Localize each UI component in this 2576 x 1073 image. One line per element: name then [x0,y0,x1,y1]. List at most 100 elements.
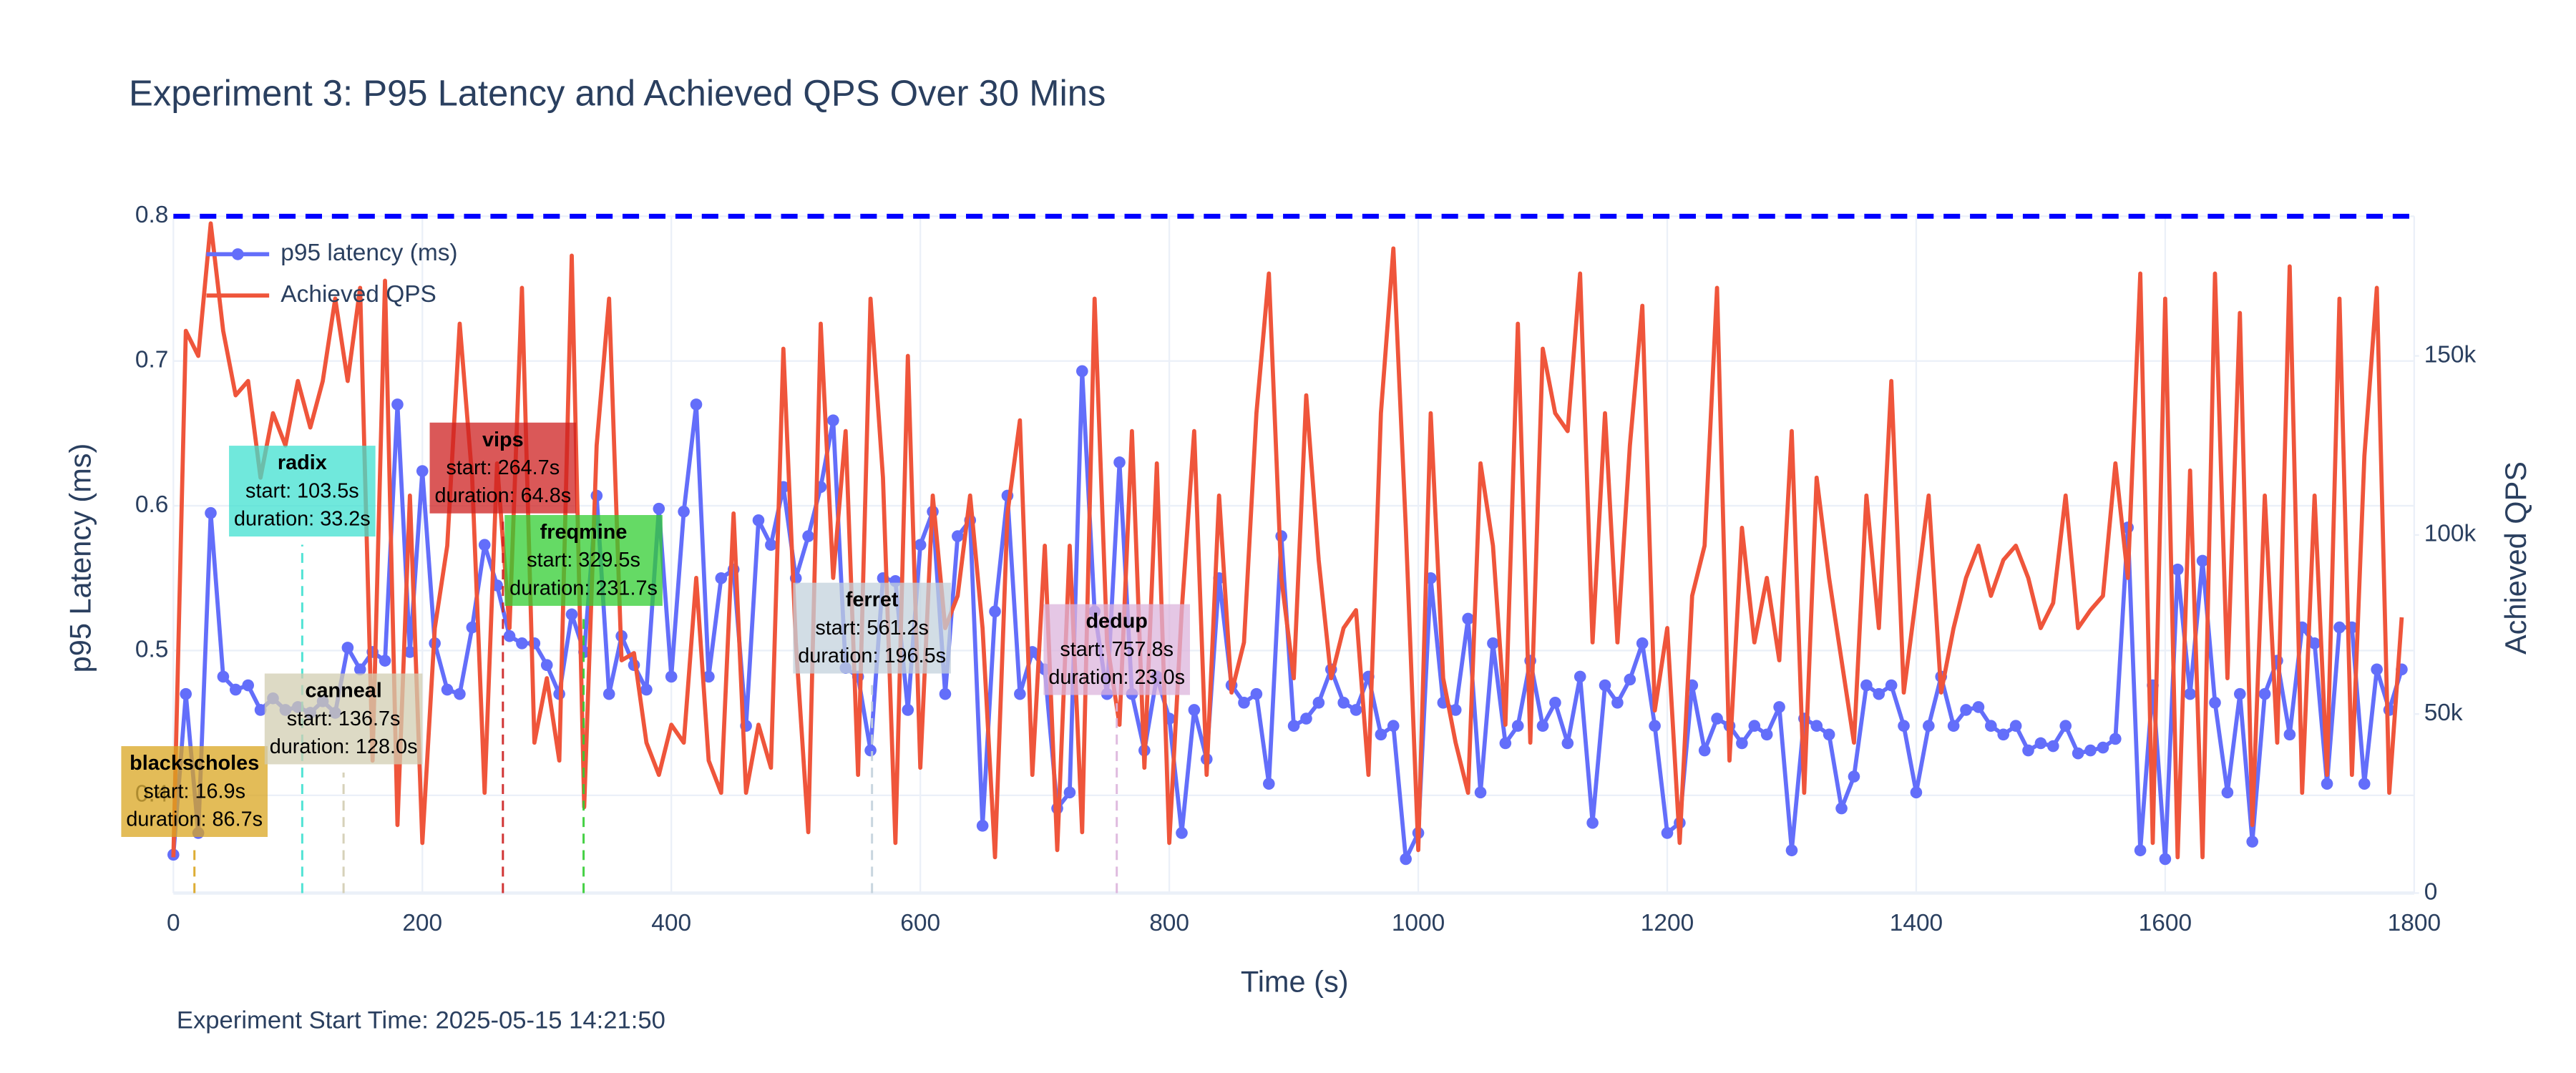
series-marker [2134,844,2147,857]
series-marker [2097,741,2109,754]
series-marker [1337,697,1350,709]
x-tick-label: 1400 [1890,910,1943,936]
series-marker [217,670,230,683]
series-marker [2358,778,2371,790]
x-axis-title: Time (s) [1241,964,1349,998]
series-marker [2233,687,2246,700]
series-marker [379,655,391,667]
annotation-box [1043,604,1190,695]
series-marker [1250,687,1263,700]
series-marker [864,744,877,757]
series-marker [902,704,914,716]
series-marker [1848,770,1860,783]
series-marker [2022,744,2034,757]
series-marker [242,679,254,692]
annotation-box [264,673,423,765]
series-marker [665,670,678,683]
annotation-name: radix [278,451,327,474]
series-marker [1499,737,1512,750]
series-marker [2047,740,2059,753]
annotation-duration: duration: 196.5s [798,645,946,667]
series-marker [703,670,715,683]
series-marker [1561,737,1574,750]
series-marker [1063,786,1076,799]
series-marker [2171,563,2184,576]
x-tick-label: 800 [1149,910,1189,936]
series-marker [1835,802,1848,815]
series-marker [2209,697,2221,709]
series-marker [2221,786,2234,799]
series-marker [1387,720,1400,733]
annotation-start: start: 329.5s [527,549,640,572]
series-marker [391,398,404,411]
series-marker [690,398,703,411]
series-marker [752,514,765,526]
series-marker [1449,704,1462,716]
x-tick-label: 1600 [2139,910,2192,936]
y2-tick-label: 150k [2424,341,2477,368]
series-marker [1462,612,1474,625]
series-marker [1238,697,1250,709]
series-marker [939,687,952,700]
legend-label: p95 latency (ms) [280,240,457,266]
series-marker [1076,365,1088,378]
series-marker [516,637,528,650]
annotation-start: start: 103.5s [245,479,359,502]
series-marker [1113,456,1126,469]
x-tick-label: 200 [402,910,442,936]
series-marker [952,530,964,542]
annotation-start: start: 757.8s [1060,638,1174,661]
annotations: blackscholes start: 16.9s duration: 86.7s r… [121,422,1190,893]
annotation-name: blackscholes [130,752,259,775]
y2-tick-label: 100k [2424,521,2477,547]
series-marker [1997,728,2010,741]
y-tick-label: 0.7 [135,347,169,373]
annotation-name: canneal [305,680,381,702]
series-marker [2084,744,2097,757]
series-marker [678,505,690,518]
series-marker [2009,720,2022,733]
series-marker [653,502,665,515]
annotation-name: ferret [846,589,899,612]
series-marker [180,687,192,700]
x-tick-label: 400 [651,910,691,936]
annotation-name: vips [482,428,524,451]
series-marker [1176,827,1188,839]
series-marker [1923,720,1935,733]
footnote: Experiment Start Time: 2025-05-15 14:21:… [177,1007,665,1034]
series-marker [1711,712,1723,725]
series-marker [976,820,989,832]
series-marker [1760,728,1773,741]
series-marker [1474,786,1487,799]
series-marker [1972,701,1985,713]
series-marker [2196,554,2209,567]
series-marker [715,572,728,584]
series-marker [1188,704,1201,716]
series-marker [2246,836,2258,848]
x-tick-label: 0 [167,910,180,936]
series-marker [1960,704,1972,716]
series-marker [1823,728,1835,741]
series-marker [441,683,454,696]
series-marker [1649,720,1661,733]
series-marker [2034,737,2047,750]
series-marker [1860,679,1873,692]
annotation-box [504,515,663,606]
series-marker [353,663,366,676]
series-marker [802,530,814,542]
plot-area [167,213,2414,866]
series-marker [1312,697,1325,709]
annotation-start: start: 264.7s [446,456,560,479]
annotation-duration: duration: 64.8s [434,484,571,507]
series-marker [1885,679,1898,692]
series-marker [914,539,927,552]
annotation-box [429,422,577,514]
x-tick-label: 1000 [1392,910,1445,936]
series-marker [1511,720,1524,733]
series-marker [1624,673,1636,686]
annotation-start: start: 16.9s [143,780,245,803]
series-marker [640,683,653,696]
series-marker [1611,697,1624,709]
annotation-duration: duration: 86.7s [126,808,263,831]
series-marker [565,608,578,621]
